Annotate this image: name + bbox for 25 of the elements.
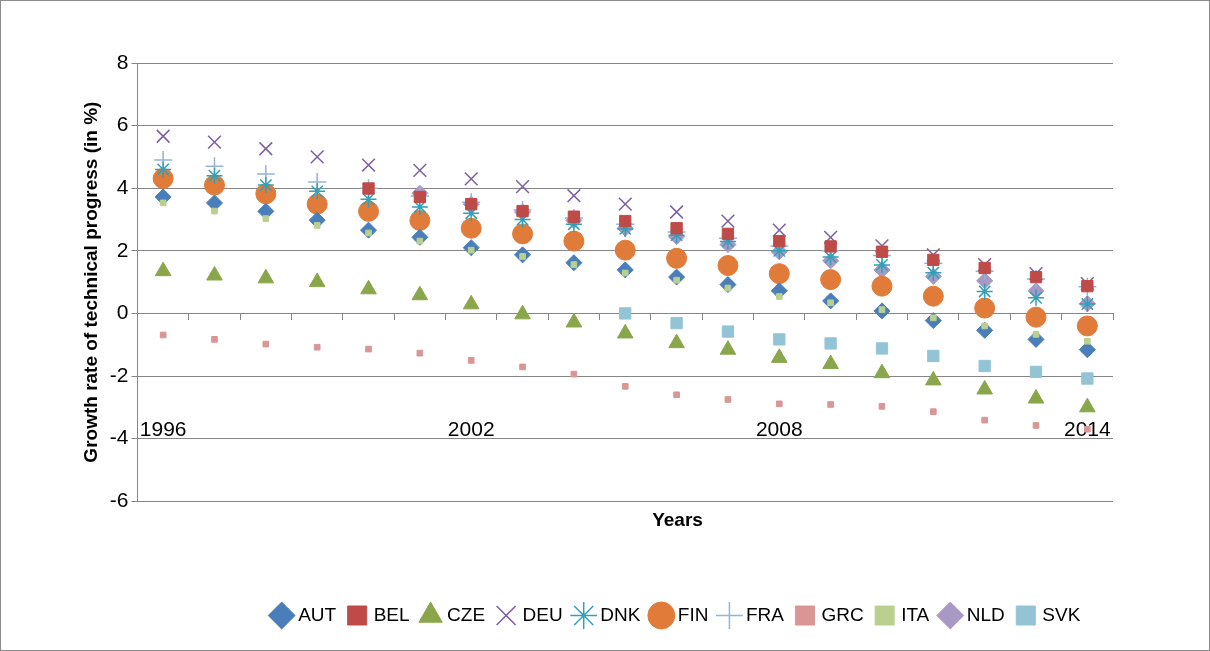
legend-label: SVK xyxy=(1042,603,1081,625)
legend-label: DEU xyxy=(522,603,563,625)
legend-label: BEL xyxy=(373,603,410,625)
x-tick-label: 1996 xyxy=(139,416,187,440)
y-tick-label: 6 xyxy=(116,112,129,136)
x-tick-label: 2008 xyxy=(755,416,803,440)
legend-label: CZE xyxy=(447,603,486,625)
y-axis-title: Growth rate of technical progress (in %) xyxy=(79,101,101,463)
legend-label: AUT xyxy=(298,603,337,625)
y-tick-label: 0 xyxy=(116,300,129,324)
y-tick-label: -2 xyxy=(109,362,129,386)
legend-label: ITA xyxy=(901,603,930,625)
legend-label: FIN xyxy=(677,603,709,625)
legend-label: DNK xyxy=(600,603,641,625)
legend-label: GRC xyxy=(821,603,864,625)
y-tick-label: 4 xyxy=(116,175,129,198)
x-tick-label: 2002 xyxy=(447,416,495,440)
y-tick-label: -4 xyxy=(109,425,129,449)
y-tick-label: 2 xyxy=(116,237,129,261)
x-axis-title: Years xyxy=(652,508,703,530)
legend-label: FRA xyxy=(745,603,785,625)
y-tick-label: -6 xyxy=(109,488,129,511)
y-tick-label: 8 xyxy=(116,49,129,73)
legend-label: NLD xyxy=(966,603,1005,625)
x-tick-label: 2014 xyxy=(1063,416,1112,440)
